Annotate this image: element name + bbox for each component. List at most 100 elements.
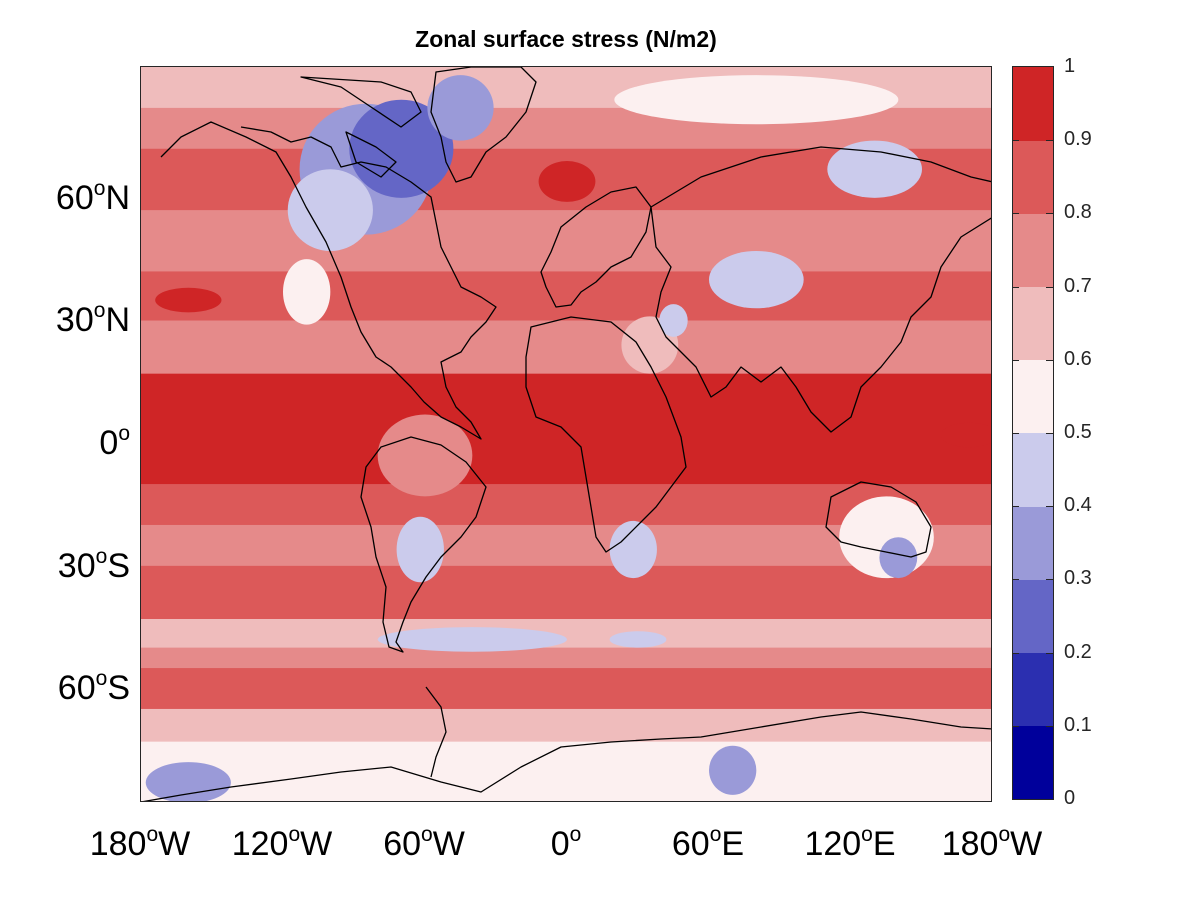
lon-tick-value: 180 [941,825,999,863]
coastline-south-america [360,436,487,653]
hemisphere-letter: N [105,178,130,217]
colorbar-tick-mark [1012,359,1019,361]
colorbar-tick-mark [1046,359,1053,361]
stress-band-5 [141,320,991,375]
colorbar-step-2 [1013,579,1053,654]
colorbar-step-3 [1013,506,1053,580]
lat-tick-value: 30 [57,546,96,585]
colorbar-tick-label: 0.8 [1064,201,1092,224]
hemisphere-letter: W [1010,825,1043,863]
degree-symbol: o [709,823,722,846]
stress-band-3 [141,210,991,272]
lat-tick-value: 30 [55,301,94,340]
lat-tick-label: 30oS [0,540,130,583]
lat-tick-value: 60 [57,669,96,708]
stress-patch-7 [709,251,804,309]
coastline-greenland [430,67,537,183]
colorbar-tick-label: 0.2 [1064,640,1092,663]
colorbar-tick-label: 0.4 [1064,494,1092,517]
colorbar-tick-mark [1046,579,1053,581]
coastline-arctic-islands [300,76,422,178]
stress-patch-9 [659,304,688,337]
colorbar-tick-label: 0.7 [1064,274,1092,297]
colorbar-tick-label: 0.1 [1064,713,1092,736]
colorbar-step-5 [1013,359,1053,434]
stress-patch-18 [145,762,231,801]
lat-tick-label: 0o [0,417,130,460]
colorbar-tick-label: 0 [1064,787,1076,809]
lon-tick-label: 0o [551,818,582,861]
map-panel [140,66,992,802]
colorbar-tick-mark [1012,140,1019,142]
lon-tick-label: 120oW [232,818,333,861]
lat-tick-value: 60 [55,178,94,217]
stress-patch-20 [377,627,567,652]
colorbar-step-8 [1013,140,1053,214]
chart-title: Zonal surface stress (N/m2) [415,26,717,52]
colorbar-tick-mark [1012,286,1019,288]
colorbar-tick-mark [1012,652,1019,654]
colorbar-tick-mark [1046,652,1053,654]
zonal-stress-patches [145,75,991,801]
colorbar-step-1 [1013,652,1053,727]
stress-band-9 [141,565,991,620]
degree-symbol: o [861,823,873,846]
colorbar [1012,66,1054,800]
lon-tick-value: 180 [89,825,147,863]
colorbar-tick-mark [1046,506,1053,508]
stress-patch-14 [609,520,657,579]
colorbar-step-9 [1013,67,1053,141]
colorbar-tick-mark [1012,725,1019,727]
coastline-asia [650,146,991,433]
lon-tick-value: 0 [550,825,570,863]
lat-tick-value: 0 [99,424,119,462]
degree-symbol: o [118,422,130,445]
lon-tick-value: 120 [804,825,862,863]
hemisphere-letter: W [300,825,333,863]
lon-tick-value: 60 [671,825,710,863]
degree-symbol: o [95,544,108,568]
colorbar-tick-mark [1046,286,1053,288]
lon-tick-label: 120oE [804,818,895,861]
stress-patch-11 [283,259,331,325]
stress-patch-3 [427,75,494,141]
degree-symbol: o [288,823,301,846]
colorbar-step-0 [1013,725,1053,800]
colorbar-tick-mark [1012,433,1019,434]
degree-symbol: o [569,823,582,846]
hemisphere-letter: N [105,301,130,340]
colorbar-tick-label: 0.5 [1064,421,1092,443]
stress-patch-12 [377,414,473,497]
hemisphere-letter: S [107,546,130,585]
lon-tick-label: 180oW [90,818,191,861]
stress-band-6 [141,373,991,485]
map-plot [141,67,991,801]
lon-tick-value: 60 [383,825,422,863]
colorbar-tick-label: 0.6 [1064,347,1092,370]
lon-tick-value: 120 [231,825,289,863]
colorbar-tick-mark [1046,725,1053,727]
stress-band-13 [141,708,991,743]
degree-symbol: o [421,823,433,846]
lon-tick-label: 60oW [383,818,465,861]
stress-patch-19 [709,745,757,795]
coastline-africa [525,316,687,553]
lon-tick-label: 60oE [672,818,744,861]
coastline-antarctica [142,711,991,801]
lat-tick-label: 30oN [0,294,130,337]
coastline-europe [540,186,652,308]
stress-patch-16 [879,537,918,579]
stress-patch-10 [155,287,222,313]
hemisphere-letter: E [721,825,745,863]
coastline-north-america [160,121,497,440]
colorbar-tick-mark [1046,140,1053,142]
hemisphere-letter: W [432,825,465,863]
stress-patch-13 [396,516,444,583]
degree-symbol: o [146,823,159,846]
coastline-australia [825,481,932,558]
colorbar-tick-mark [1012,213,1019,215]
degree-symbol: o [95,667,108,691]
colorbar-tick-mark [1012,506,1019,508]
degree-symbol: o [998,823,1011,846]
